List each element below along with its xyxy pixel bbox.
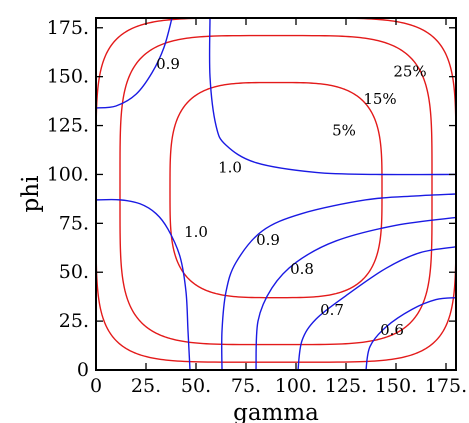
blue-contour-label: 0.9 bbox=[256, 231, 280, 249]
blue-contour-line bbox=[365, 296, 456, 370]
ticks-group bbox=[95, 18, 456, 371]
blue-contour-line bbox=[297, 246, 456, 370]
blue-contour-label: 0.7 bbox=[320, 301, 344, 319]
red-contour-line bbox=[169, 81, 383, 299]
y-tick-label: 100. bbox=[47, 163, 89, 185]
blue-contour-line bbox=[255, 216, 456, 370]
blue-contour-label: 1.0 bbox=[184, 223, 208, 241]
red-contour-label: 5% bbox=[332, 121, 356, 139]
tick-labels-group: 0 25. 50. 75. 100. 125. 150. 175. 0 25. 50. 75. 100.… bbox=[47, 17, 467, 397]
blue-contours-group bbox=[96, 18, 456, 370]
y-tick-label: 25. bbox=[59, 310, 89, 332]
blue-contour-line bbox=[96, 18, 173, 109]
y-tick-label: 75. bbox=[59, 212, 89, 234]
blue-contour-label: 0.6 bbox=[380, 321, 404, 339]
y-tick-label: 125. bbox=[47, 115, 89, 137]
y-tick-label: 150. bbox=[47, 66, 89, 88]
red-contour-label: 15% bbox=[363, 90, 396, 108]
x-axis-label: gamma bbox=[233, 400, 319, 423]
x-tick-label: 100. bbox=[275, 375, 317, 397]
y-tick-label: 0 bbox=[77, 359, 89, 381]
red-contour-line bbox=[96, 18, 456, 363]
x-tick-label: 25. bbox=[131, 375, 161, 397]
red-contour-line bbox=[119, 34, 433, 346]
x-tick-label: 175. bbox=[425, 375, 467, 397]
y-tick-label: 175. bbox=[47, 17, 89, 39]
x-tick-label: 50. bbox=[181, 375, 211, 397]
blue-contour-line bbox=[96, 198, 191, 370]
blue-contour-line bbox=[208, 18, 456, 176]
x-tick-label: 125. bbox=[325, 375, 367, 397]
blue-contour-label: 0.9 bbox=[156, 55, 180, 73]
x-tick-label: 75. bbox=[231, 375, 261, 397]
blue-contour-line bbox=[221, 193, 456, 370]
blue-contour-label: 1.0 bbox=[218, 158, 242, 176]
blue-contour-label: 0.8 bbox=[290, 260, 314, 278]
y-axis-label: phi bbox=[18, 176, 44, 213]
x-tick-label: 0 bbox=[90, 375, 102, 397]
red-contours-group bbox=[96, 18, 456, 363]
red-contour-label: 25% bbox=[393, 63, 426, 81]
x-tick-label: 150. bbox=[375, 375, 417, 397]
y-tick-label: 50. bbox=[59, 261, 89, 283]
plot-frame bbox=[95, 17, 457, 371]
contour-labels-group: 5% 15% 25% 0.9 1.0 1.0 0.9 0.8 0.7 0.6 bbox=[156, 55, 427, 339]
